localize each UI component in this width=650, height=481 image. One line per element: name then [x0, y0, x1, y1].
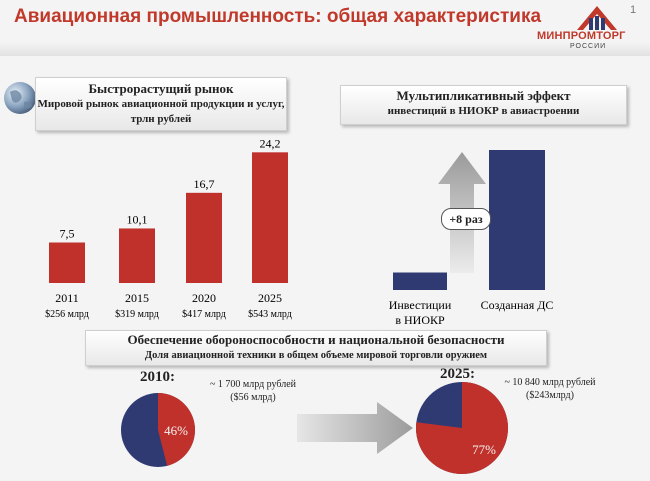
market-usd-label: $256 млрд — [45, 309, 89, 320]
title-divider — [0, 42, 650, 56]
pie-slice-aviation — [158, 393, 196, 466]
market-panel-heading: Быстрорастущий рынок — [88, 81, 234, 96]
left-note-line2: ($56 млрд) — [230, 392, 276, 403]
market-year-label: 2020 — [192, 291, 216, 305]
market-bar — [186, 192, 222, 283]
pie-chart-2010: 46% — [121, 393, 196, 467]
market-panel-subheading: Мировой рынок авиационной продукции и ус… — [37, 98, 285, 125]
defense-panel-subheading: Доля авиационной техники в общем объеме … — [144, 350, 488, 361]
market-panel-header: Быстрорастущий рынок Мировой рынок авиац… — [35, 77, 287, 131]
market-usd-label: $543 млрд — [248, 309, 292, 320]
globe-icon — [4, 82, 36, 114]
market-year-label: 2011 — [55, 291, 79, 305]
market-value-label: 16,7 — [194, 177, 215, 191]
defense-panel-heading: Обеспечение обороноспособности и национа… — [127, 332, 505, 347]
right-note-line1: ~ 10 840 млрд рублей — [504, 377, 596, 388]
right-note: ~ 10 840 млрд рублей ($243млрд) — [490, 376, 610, 402]
multiplier-bar — [393, 272, 447, 290]
market-bar — [119, 228, 155, 283]
logo-subtext: РОССИИ — [570, 43, 607, 50]
multiplier-category-label: Созданная ДС — [481, 298, 554, 312]
left-note-line1: ~ 1 700 млрд рублей — [209, 379, 297, 390]
multiplier-panel-subheading: инвестиций в НИОКР в авиастроении — [387, 105, 580, 117]
ministry-logo-icon — [577, 6, 617, 30]
pie-chart-2025: 77% — [416, 382, 508, 474]
logo-text: МИНПРОМТОРГ — [537, 30, 626, 42]
market-usd-label: $319 млрд — [115, 309, 159, 320]
right-year-label: 2025: — [440, 366, 475, 382]
defense-panel-header: Обеспечение обороноспособности и национа… — [85, 330, 547, 366]
market-value-label: 24,2 — [260, 136, 281, 150]
right-note-line2: ($243млрд) — [526, 390, 574, 401]
left-year-label: 2010: — [140, 369, 175, 385]
multiplier-badge: +8 раз — [441, 208, 491, 230]
multiplier-bar — [489, 150, 545, 290]
multiplier-category-label: в НИОКР — [395, 313, 445, 327]
market-year-label: 2025 — [258, 291, 282, 305]
multiplier-category-label: Инвестиции — [389, 298, 452, 312]
multiplier-panel-heading: Мультипликативный эффект — [396, 88, 571, 103]
multiplier-panel-header: Мультипликативный эффект инвестиций в НИ… — [340, 85, 627, 125]
pie-percent-label: 77% — [472, 442, 496, 457]
page-number: 1 — [630, 4, 637, 16]
market-value-label: 7,5 — [60, 227, 75, 241]
market-value-label: 10,1 — [127, 212, 148, 226]
market-bar-chart: 7,5 2011 $256 млрд 10,1 2015 $319 млрд 16,7 202… — [45, 136, 292, 320]
right-arrow-icon — [297, 402, 413, 454]
page-title: Авиационная промышленность: общая характ… — [14, 6, 542, 27]
pie-slice-aviation — [416, 382, 508, 474]
market-usd-label: $417 млрд — [182, 309, 226, 320]
market-year-label: 2015 — [125, 291, 149, 305]
market-bar — [252, 152, 288, 283]
market-bar — [49, 242, 85, 283]
left-note: ~ 1 700 млрд рублей ($56 млрд) — [198, 378, 308, 404]
pie-percent-label: 46% — [164, 423, 188, 438]
